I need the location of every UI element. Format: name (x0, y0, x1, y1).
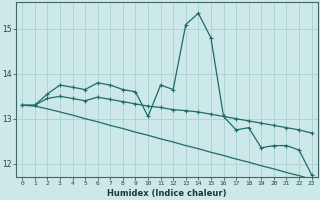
X-axis label: Humidex (Indice chaleur): Humidex (Indice chaleur) (107, 189, 227, 198)
